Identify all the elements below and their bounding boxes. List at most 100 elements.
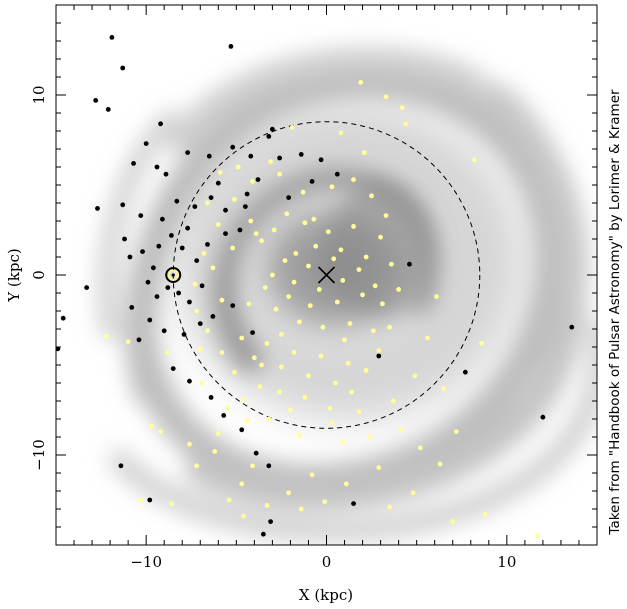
data-point: [150, 265, 156, 271]
data-point: [376, 348, 382, 353]
data-point: [223, 231, 228, 237]
data-point: [138, 497, 144, 503]
data-point: [201, 251, 207, 256]
data-point: [105, 107, 111, 112]
data-point: [535, 533, 540, 539]
data-point: [223, 207, 228, 213]
data-point: [291, 279, 297, 285]
data-point: [334, 171, 340, 177]
data-point: [230, 303, 236, 308]
data-point: [219, 350, 225, 355]
data-point: [84, 285, 90, 290]
data-point: [131, 161, 136, 166]
data-point: [260, 531, 266, 537]
data-point: [156, 243, 162, 249]
data-point: [194, 463, 200, 469]
data-point: [192, 204, 198, 210]
data-point: [235, 164, 241, 170]
data-point: [307, 303, 313, 308]
data-point: [360, 292, 365, 298]
data-point: [569, 324, 575, 330]
data-point: [266, 463, 272, 469]
data-point: [56, 346, 61, 352]
data-point: [251, 355, 257, 361]
data-point: [125, 339, 131, 344]
sun-marker: [165, 267, 182, 283]
data-point: [143, 141, 149, 147]
sun-ring: [165, 267, 182, 283]
x-tick-label: −10: [130, 553, 162, 571]
x-tick-label: 10: [497, 553, 516, 571]
data-point: [361, 150, 367, 156]
data-point: [363, 368, 369, 373]
data-point: [179, 245, 185, 251]
data-point: [333, 380, 338, 386]
data-point: [412, 373, 418, 379]
data-point: [356, 409, 362, 415]
data-point: [482, 512, 488, 517]
data-point: [147, 317, 153, 323]
data-point: [286, 294, 292, 299]
data-point: [154, 294, 160, 299]
data-point: [345, 360, 351, 366]
data-point: [120, 202, 126, 208]
data-point: [349, 389, 355, 395]
data-point: [165, 350, 171, 355]
data-point: [437, 461, 443, 467]
data-point: [170, 366, 176, 371]
data-point: [241, 513, 246, 519]
data-point: [246, 301, 252, 307]
data-point: [154, 164, 160, 170]
data-point: [60, 315, 66, 321]
data-point: [293, 251, 299, 256]
data-point: [389, 261, 394, 267]
data-point: [215, 180, 221, 186]
data-point: [230, 144, 236, 150]
data-point: [199, 380, 205, 386]
data-point: [138, 213, 144, 219]
data-point: [185, 225, 191, 231]
data-point: [174, 198, 180, 204]
data-point: [340, 278, 346, 283]
data-point: [250, 330, 255, 335]
data-point: [149, 423, 154, 429]
data-point: [210, 314, 216, 319]
data-point: [403, 121, 409, 127]
data-point: [471, 157, 477, 163]
data-point: [232, 369, 237, 375]
data-point: [407, 261, 412, 267]
data-point: [185, 150, 191, 156]
data-point: [239, 335, 245, 341]
data-point: [302, 395, 308, 400]
series-yellow-pulsars: [104, 80, 540, 539]
electron-density-background: [56, 5, 597, 545]
data-point: [241, 396, 246, 402]
data-point: [226, 497, 232, 503]
data-point: [318, 157, 324, 163]
data-point: [159, 216, 165, 222]
data-point: [396, 287, 402, 292]
data-point: [387, 504, 393, 510]
data-point: [127, 254, 133, 260]
data-point: [271, 227, 277, 233]
data-point: [205, 328, 210, 334]
y-axis-title: Y (kpc): [5, 248, 23, 302]
data-point: [169, 233, 174, 238]
data-point: [165, 285, 171, 290]
data-point: [372, 283, 378, 289]
data-point: [279, 364, 284, 370]
data-point: [145, 279, 151, 285]
data-point: [181, 332, 187, 337]
data-point: [351, 501, 356, 506]
data-point: [212, 449, 218, 454]
data-point: [104, 333, 109, 339]
data-point: [205, 200, 210, 206]
data-point: [264, 503, 270, 508]
data-point: [351, 177, 356, 183]
data-point: [376, 465, 382, 470]
data-point: [264, 341, 270, 346]
data-point: [259, 362, 264, 368]
data-point: [208, 395, 214, 400]
data-point: [257, 384, 263, 389]
